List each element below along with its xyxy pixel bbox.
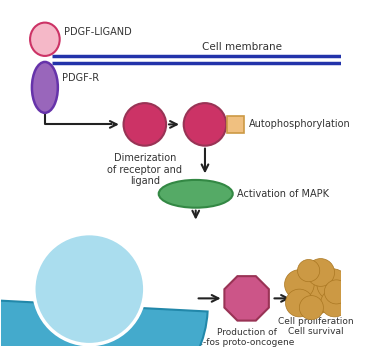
Text: Transcription
activation: Transcription activation	[55, 278, 123, 300]
Text: Nuclear
signaling: Nuclear signaling	[133, 243, 193, 271]
Text: Activation of MAPK: Activation of MAPK	[237, 189, 329, 199]
Circle shape	[321, 289, 348, 317]
Circle shape	[34, 233, 145, 345]
Text: Cell proliferation
Cell survival: Cell proliferation Cell survival	[278, 317, 354, 336]
Text: Production of
c-fos proto-oncogene: Production of c-fos proto-oncogene	[199, 328, 295, 348]
Ellipse shape	[159, 180, 233, 208]
Circle shape	[299, 296, 323, 320]
Circle shape	[307, 258, 335, 286]
Circle shape	[184, 103, 226, 146]
Ellipse shape	[32, 62, 58, 113]
Text: Autophosphorylation: Autophosphorylation	[250, 119, 351, 129]
Wedge shape	[0, 300, 208, 362]
Text: Dimerization
of receptor and
ligand: Dimerization of receptor and ligand	[107, 153, 182, 186]
Circle shape	[286, 289, 313, 317]
Circle shape	[324, 280, 348, 304]
Ellipse shape	[30, 22, 60, 56]
Text: PDGF-R: PDGF-R	[62, 73, 99, 83]
Circle shape	[317, 269, 348, 300]
Text: PDGF-LIGAND: PDGF-LIGAND	[64, 27, 132, 37]
Circle shape	[124, 103, 166, 146]
Circle shape	[298, 260, 320, 282]
Circle shape	[284, 270, 314, 299]
Text: Cell membrane: Cell membrane	[202, 42, 282, 52]
Circle shape	[296, 273, 337, 314]
